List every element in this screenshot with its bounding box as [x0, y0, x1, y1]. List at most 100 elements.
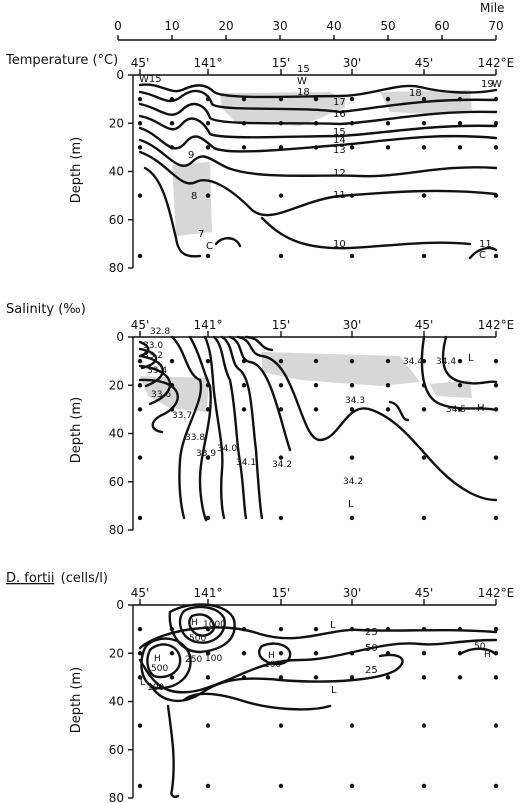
contour-label: 18	[297, 87, 310, 98]
sampling-station-dot	[457, 383, 463, 388]
sampling-station-dot	[137, 626, 143, 632]
fortii-lon-ticks: 45' 141° 15' 30' 45' 142°E	[131, 586, 514, 605]
sampling-station-dot	[278, 651, 284, 656]
sampling-station-dot	[385, 626, 391, 632]
contour-label: 19	[481, 79, 494, 90]
fortii-depth-label: Depth (m)	[69, 667, 84, 734]
mile-tick-label: 50	[380, 19, 395, 33]
salinity-depth-ticks: 0 20 40 60 80	[109, 330, 133, 537]
contour-label: 9	[188, 150, 194, 161]
contour-label: 34.3	[345, 396, 365, 406]
sampling-station-dot	[137, 193, 143, 198]
sampling-station-dot	[169, 358, 175, 364]
sampling-station-dot	[385, 675, 391, 680]
temperature-lon-ticks: 45' 141° 15' 30' 45' 142°E	[131, 56, 514, 75]
temperature-isotherms	[138, 83, 498, 260]
lon-tick-label: 15'	[272, 318, 291, 332]
sampling-station-dot	[493, 253, 499, 259]
lon-tick-label: 45'	[131, 56, 150, 70]
sampling-station-dot	[349, 383, 355, 388]
sampling-station-dot	[493, 407, 499, 412]
sampling-station-dot	[349, 515, 355, 521]
sampling-station-dot	[493, 383, 499, 388]
lon-tick-label: 45'	[415, 56, 434, 70]
sampling-station-dot	[205, 723, 211, 728]
depth-tick-label: 60	[109, 475, 124, 489]
sampling-station-dot	[169, 407, 175, 412]
contour-label: 11	[333, 190, 346, 201]
sampling-station-dot	[137, 96, 143, 102]
sampling-station-dot	[349, 407, 355, 412]
contour-label: 13	[333, 145, 346, 156]
contour-label: 32.8	[150, 327, 170, 337]
sampling-station-dot	[313, 358, 319, 364]
sampling-station-dot	[137, 455, 143, 460]
sampling-station-dot	[241, 96, 247, 102]
contour-label: 10	[333, 239, 346, 250]
contour-label: 500	[151, 664, 168, 674]
fortii-species-name: D. fortii	[6, 571, 54, 586]
lon-tick-label: 141°	[194, 586, 223, 600]
contour-label: 18	[409, 88, 422, 99]
depth-tick-label: 0	[116, 330, 124, 344]
lon-tick-label: 30'	[343, 56, 362, 70]
contour-label: 25	[365, 665, 378, 676]
contour-label: 15	[297, 64, 310, 75]
sampling-station-dot	[205, 253, 211, 259]
sampling-station-dot	[169, 383, 175, 388]
sampling-station-dot	[421, 96, 427, 102]
sampling-station-dot	[421, 723, 427, 728]
sampling-station-dot	[137, 358, 143, 364]
sampling-station-dot	[205, 407, 211, 412]
depth-tick-label: 20	[109, 378, 124, 392]
sampling-station-dot	[349, 253, 355, 259]
depth-tick-label: 40	[109, 427, 124, 441]
contour-label: H	[191, 618, 198, 628]
sampling-station-dot	[137, 145, 143, 150]
salinity-contour-labels: 32.8 33.0 33.2 33.4 33.6 33.7 33.8 33.9 …	[143, 327, 485, 510]
sampling-station-dot	[349, 358, 355, 364]
contour-label: L	[468, 353, 474, 364]
sampling-station-dot	[349, 193, 355, 198]
sampling-station-dot	[278, 626, 284, 632]
sampling-station-dot	[421, 193, 427, 198]
sampling-station-dot	[137, 407, 143, 412]
sampling-station-dot	[278, 675, 284, 680]
mile-ticks: 0 10 20 30 40 50 60 70	[114, 19, 504, 40]
contour-label: 34.2	[272, 460, 292, 470]
sampling-station-dot	[137, 675, 143, 680]
sampling-station-dot	[421, 407, 427, 412]
sampling-station-dot	[349, 121, 355, 126]
sampling-station-dot	[421, 783, 427, 789]
sampling-station-dot	[169, 675, 175, 680]
contour-label: 33.9	[196, 449, 216, 459]
salinity-isohalines	[138, 335, 498, 522]
sampling-station-dot	[493, 651, 499, 656]
mile-tick-label: 40	[326, 19, 341, 33]
depth-tick-label: 40	[109, 165, 124, 179]
fortii-contour-labels: L H 1000 500 H 500 250 100 L 100 H 100 2…	[140, 618, 491, 696]
sampling-station-dot	[421, 358, 427, 364]
contour-label: 250	[185, 655, 202, 665]
lon-tick-label: 30'	[343, 586, 362, 600]
sampling-station-dot	[421, 121, 427, 126]
sampling-station-dot	[169, 651, 175, 656]
sampling-station-dot	[385, 407, 391, 412]
sampling-station-dot	[278, 121, 284, 126]
depth-tick-label: 40	[109, 695, 124, 709]
contour-label: 17	[333, 97, 346, 108]
temperature-stations	[137, 96, 499, 259]
contour-label: 33.4	[147, 366, 167, 376]
salinity-shaded-layer-west	[140, 376, 210, 412]
lon-tick-label: 15'	[272, 586, 291, 600]
sampling-station-dot	[137, 253, 143, 259]
sampling-station-dot	[457, 121, 463, 126]
contour-label: 100	[205, 654, 222, 664]
lon-tick-label: 142°E	[478, 318, 515, 332]
contour-label: 34.4	[436, 357, 456, 367]
temperature-depth-ticks: 0 20 40 60 80	[109, 68, 133, 275]
depth-tick-label: 60	[109, 213, 124, 227]
sampling-station-dot	[349, 723, 355, 728]
sampling-station-dot	[169, 626, 175, 632]
sampling-station-dot	[313, 626, 319, 632]
